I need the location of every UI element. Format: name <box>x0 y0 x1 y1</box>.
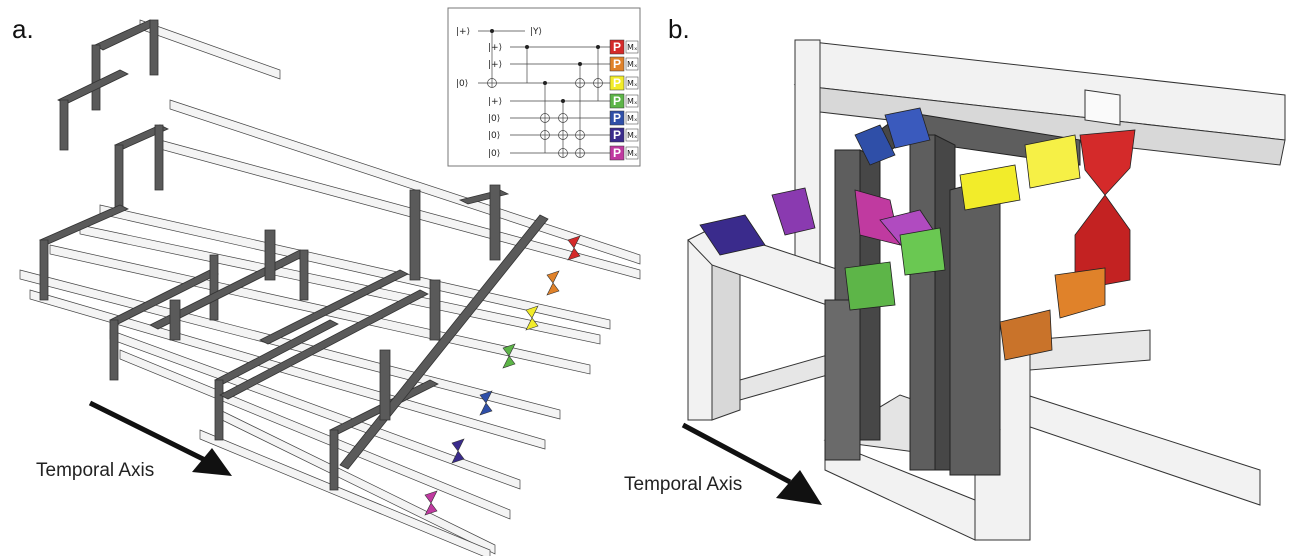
light-rail <box>29 289 546 450</box>
measurement-label: Mₓ <box>627 114 638 123</box>
block-violet <box>771 187 816 236</box>
block-blue <box>854 124 896 166</box>
cnot-control <box>596 45 600 49</box>
measurement-box <box>625 146 639 160</box>
defect-magenta <box>424 490 438 516</box>
phase-gate-label: P <box>613 128 621 142</box>
qubit-input-label: |0⟩ <box>488 114 500 124</box>
cnot-target-cross <box>540 130 550 140</box>
phase-gate <box>609 110 625 126</box>
measurement-label: Mₓ <box>627 131 638 140</box>
defect-red <box>567 235 581 261</box>
block-blue-2 <box>884 107 931 149</box>
temporal-arrow-a <box>88 400 232 476</box>
phase-gate-label: P <box>613 111 621 125</box>
light-rail <box>139 19 281 80</box>
phase-gate <box>609 75 625 91</box>
light-rail <box>219 409 496 555</box>
defect-indigo <box>451 438 465 464</box>
block-magenta <box>854 189 901 246</box>
light-rails <box>19 19 641 556</box>
colored-defects-b <box>699 107 1136 361</box>
phase-gate-label: P <box>613 57 621 71</box>
defect-green <box>502 343 516 369</box>
block-indigo <box>699 214 766 256</box>
cnot-target-cross <box>540 113 550 123</box>
qubit-input-label: |0⟩ <box>488 149 500 159</box>
phase-gate <box>609 93 625 109</box>
light-rail <box>169 99 641 265</box>
block-orange-2 <box>999 309 1053 361</box>
defect-yellow <box>525 305 539 331</box>
qubit-input-label: |+⟩ <box>488 97 502 107</box>
phase-gate <box>609 39 625 55</box>
cnot-target-cross <box>593 78 603 88</box>
circuit-rows: |+⟩ |Y⟩ |+⟩ P Mₓ |+⟩ P Mₓ |0⟩ P Mₓ |+⟩ P Mₓ |0⟩ P Mₓ |0⟩ P… <box>456 27 639 161</box>
light-rail <box>199 429 491 556</box>
measurement-box <box>625 111 639 125</box>
cnot-target-cross <box>575 130 585 140</box>
block-yellow <box>959 164 1021 211</box>
measurement-label: Mₓ <box>627 97 638 106</box>
qubit-input-label: |+⟩ <box>488 43 502 53</box>
cnot-target-cross <box>575 148 585 158</box>
measurement-box <box>625 128 639 142</box>
cnot-target-cross <box>558 130 568 140</box>
measurement-box <box>625 40 639 54</box>
block-green <box>844 261 896 311</box>
measurement-label: Mₓ <box>627 60 638 69</box>
qubit-input-label: |0⟩ <box>488 131 500 141</box>
qubit-input-label: |0⟩ <box>456 79 468 89</box>
measurement-box <box>625 57 639 71</box>
cnot-control <box>543 81 547 85</box>
cnot-control <box>490 29 494 33</box>
block-yellow-2 <box>1024 134 1081 189</box>
circuit-inset: |+⟩ |Y⟩ |+⟩ P Mₓ |+⟩ P Mₓ |0⟩ P Mₓ |+⟩ P Mₓ |0⟩ P Mₓ |0⟩ P… <box>447 7 641 167</box>
block-red <box>1079 129 1136 196</box>
panel-a: a. <box>12 7 641 556</box>
defect-blue <box>479 390 493 416</box>
phase-gate-label: P <box>613 94 621 108</box>
cnot-target-cross <box>558 113 568 123</box>
measurement-label: Mₓ <box>627 149 638 158</box>
temporal-arrow-b <box>681 422 822 505</box>
measurement-label: Mₓ <box>627 79 638 88</box>
measurement-box <box>625 76 639 90</box>
cnot-target-cross <box>558 148 568 158</box>
block-orange <box>1054 267 1106 319</box>
cnot-target-cross <box>487 78 497 88</box>
phase-gate <box>609 56 625 72</box>
panel-b-label: b. <box>668 14 690 44</box>
phase-gate-label: P <box>613 76 621 90</box>
measurement-label: Mₓ <box>627 43 638 52</box>
phase-gate <box>609 145 625 161</box>
cnot-control <box>561 99 565 103</box>
phase-gate-label: P <box>613 40 621 54</box>
dark-frame-b <box>824 111 1081 476</box>
phase-gate <box>609 127 625 143</box>
panel-a-label: a. <box>12 14 34 44</box>
cnot-target-cross <box>575 78 585 88</box>
block-green-2 <box>899 227 946 276</box>
temporal-axis-label-b: Temporal Axis <box>624 474 742 495</box>
qubit-input-label: |+⟩ <box>488 60 502 70</box>
defect-orange <box>546 270 560 296</box>
light-rail <box>49 244 591 375</box>
qubit-input-label: |+⟩ <box>456 27 470 37</box>
temporal-axis-label-a: Temporal Axis <box>36 460 154 481</box>
colored-defects-a <box>424 235 581 516</box>
qubit-output-label: |Y⟩ <box>530 27 542 37</box>
cnot-control <box>525 45 529 49</box>
cnot-control <box>578 62 582 66</box>
phase-gate-label: P <box>613 146 621 160</box>
measurement-box <box>625 94 639 108</box>
panel-b: b. <box>624 14 1286 541</box>
dark-braids <box>39 19 549 491</box>
